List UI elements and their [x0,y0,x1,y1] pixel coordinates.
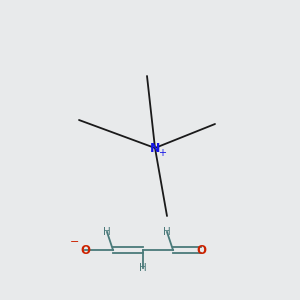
Text: −: − [70,237,80,247]
Text: N: N [150,142,160,154]
Text: O: O [80,244,90,256]
Text: H: H [163,227,171,237]
Text: O: O [196,244,206,256]
Text: H: H [139,263,147,273]
Text: +: + [158,148,166,158]
Text: H: H [103,227,111,237]
